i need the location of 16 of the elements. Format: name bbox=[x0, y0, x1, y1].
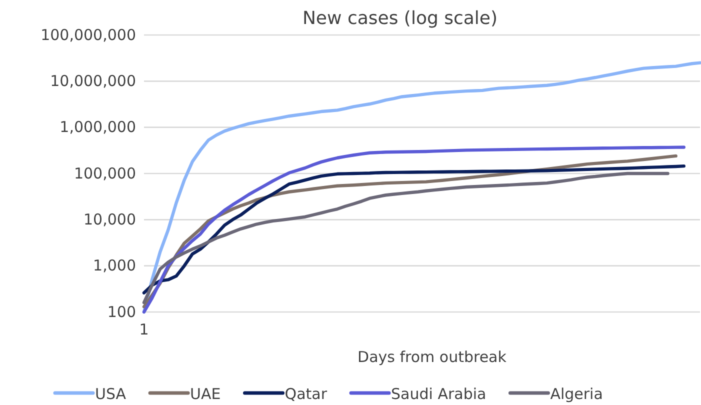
legend-label: Saudi Arabia bbox=[391, 385, 486, 403]
y-tick-label: 100,000 bbox=[74, 164, 136, 182]
y-tick-label: 10,000 bbox=[84, 210, 136, 228]
x-tick-label: 1 bbox=[139, 320, 149, 339]
y-tick-label: 1,000,000 bbox=[60, 118, 136, 136]
legend-label: USA bbox=[95, 385, 127, 403]
legend-label: UAE bbox=[190, 385, 221, 403]
y-tick-label: 100,000,000 bbox=[40, 26, 136, 44]
y-tick-label: 10,000,000 bbox=[50, 72, 136, 90]
y-tick-label: 1,000 bbox=[93, 256, 136, 275]
legend-label: Algeria bbox=[550, 385, 603, 403]
legend-label: Qatar bbox=[284, 385, 328, 403]
chart-title: New cases (log scale) bbox=[302, 8, 498, 29]
x-axis-title: Days from outbreak bbox=[358, 348, 507, 366]
y-tick-label: 100 bbox=[107, 302, 136, 321]
line-series bbox=[142, 61, 701, 314]
